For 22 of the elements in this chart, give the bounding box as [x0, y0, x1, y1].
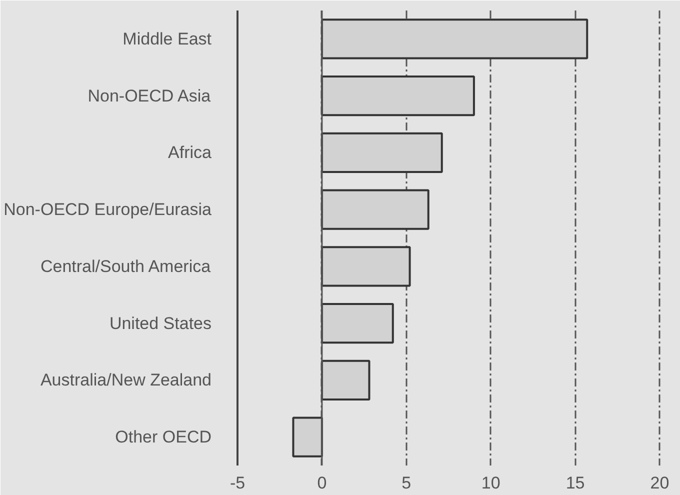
bar [320, 132, 443, 174]
bar [320, 18, 588, 60]
y-tick-label: Central/South America [40, 256, 212, 276]
x-tick-label: 5 [402, 474, 412, 492]
y-tick-label: Non-OECD Asia [88, 86, 212, 106]
y-tick-label: Other OECD [115, 428, 212, 447]
y-tick-label: United States [109, 314, 212, 333]
y-tick-label: Middle East [122, 29, 212, 48]
x-tick-label: 0 [317, 474, 327, 492]
bar [320, 360, 370, 401]
x-tick-label: 15 [566, 474, 585, 492]
bar [320, 75, 475, 116]
y-tick-label: Africa [168, 143, 212, 162]
y-tick-label: Australia/New Zealand [40, 370, 212, 390]
bar [320, 189, 430, 230]
x-tick-label: 10 [481, 474, 500, 492]
x-tick-label: -5 [230, 474, 246, 492]
bar [320, 302, 394, 344]
bar [292, 416, 323, 458]
bar [320, 246, 411, 287]
y-tick-label: Non-OECD Europe/Eurasia [4, 200, 212, 220]
x-tick-label: 20 [650, 474, 670, 492]
